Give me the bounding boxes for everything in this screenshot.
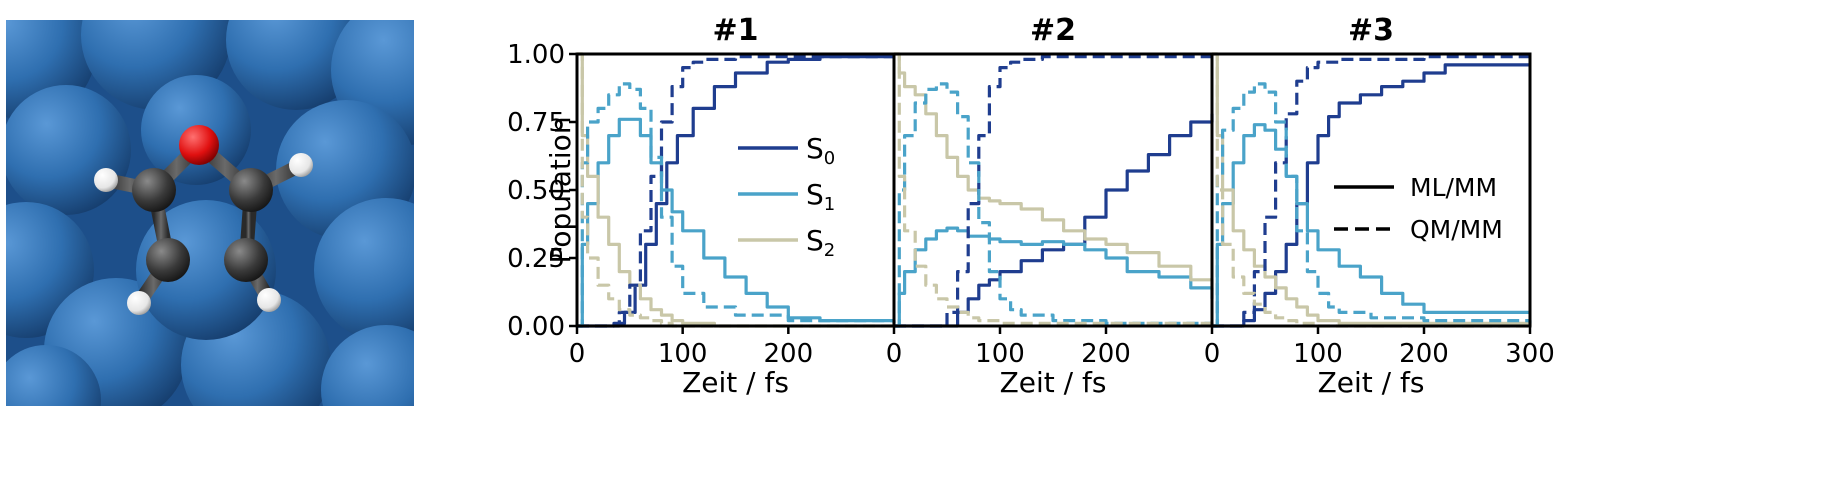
furan-molecule	[94, 125, 313, 315]
panel-3: #3 0 100 200 300 Zeit / fs	[1204, 13, 1555, 399]
panel-title: #2	[1030, 13, 1076, 48]
molecule-render	[6, 20, 414, 406]
x-tick-label: 100	[658, 339, 708, 369]
plot-frame	[1210, 52, 1532, 328]
series-s2-qmmm	[577, 52, 894, 328]
series-s1-qmmm	[1212, 82, 1532, 328]
hydrogen-atom	[94, 168, 118, 192]
series-s0-qmmm	[577, 55, 894, 328]
legend-states: S0 S1 S2	[738, 132, 835, 261]
x-tick-label: 100	[975, 339, 1025, 369]
hydrogen-atom	[127, 291, 151, 315]
y-tick-label: 1.00	[507, 40, 565, 70]
x-axis-label: Zeit / fs	[1318, 366, 1425, 399]
series-s0-mlmm	[894, 113, 1214, 328]
x-axis-label: Zeit / fs	[682, 366, 789, 399]
oxygen-atom	[179, 125, 219, 165]
legend-label: S0	[806, 132, 835, 169]
series-s1-qmmm	[577, 82, 896, 328]
series-s1-mlmm	[577, 117, 896, 328]
y-tick-label: 0.75	[507, 108, 565, 138]
series-s2-mlmm	[894, 52, 1214, 291]
x-tick-label: 0	[569, 339, 586, 369]
plot-frame	[575, 52, 896, 328]
carbon-atom	[146, 238, 190, 282]
carbon-atom	[132, 168, 176, 212]
x-tick-label: 0	[886, 339, 903, 369]
legend-methods: ML/MM QM/MM	[1334, 173, 1503, 244]
series-s2-qmmm	[894, 52, 1214, 326]
hydrogen-atom	[257, 288, 281, 312]
panel-title: #3	[1348, 13, 1394, 48]
series-s0-mlmm	[577, 55, 894, 328]
series-s1-qmmm	[894, 82, 1212, 328]
series-s0-qmmm	[894, 55, 1212, 328]
x-tick-label: 200	[1399, 339, 1449, 369]
series-s2-mlmm	[1212, 52, 1532, 326]
x-tick-label: 300	[1505, 339, 1555, 369]
x-tick-label: 200	[764, 339, 814, 369]
y-tick-label: 0.25	[507, 244, 565, 274]
y-tick-label: 0.00	[507, 312, 565, 342]
panel-title: #1	[712, 13, 758, 48]
x-tick-label: 100	[1293, 339, 1343, 369]
x-axis-label: Zeit / fs	[1000, 366, 1107, 399]
series-s2-mlmm	[577, 52, 894, 328]
legend-label: QM/MM	[1410, 215, 1503, 244]
y-tick-label: 0.50	[507, 176, 565, 206]
x-tick-label: 0	[1204, 339, 1221, 369]
series-s1-mlmm	[894, 226, 1214, 328]
carbon-atom	[229, 168, 273, 212]
plot-frame	[892, 52, 1214, 328]
legend-label: S2	[806, 224, 835, 261]
series-s2-qmmm	[1212, 52, 1530, 328]
hydrogen-atom	[289, 153, 313, 177]
legend-label: ML/MM	[1410, 173, 1497, 202]
series-s0-mlmm	[1212, 63, 1530, 328]
carbon-atom	[224, 238, 268, 282]
legend-label: S1	[806, 178, 835, 215]
series-s0-qmmm	[1212, 55, 1530, 328]
x-tick-label: 200	[1081, 339, 1131, 369]
